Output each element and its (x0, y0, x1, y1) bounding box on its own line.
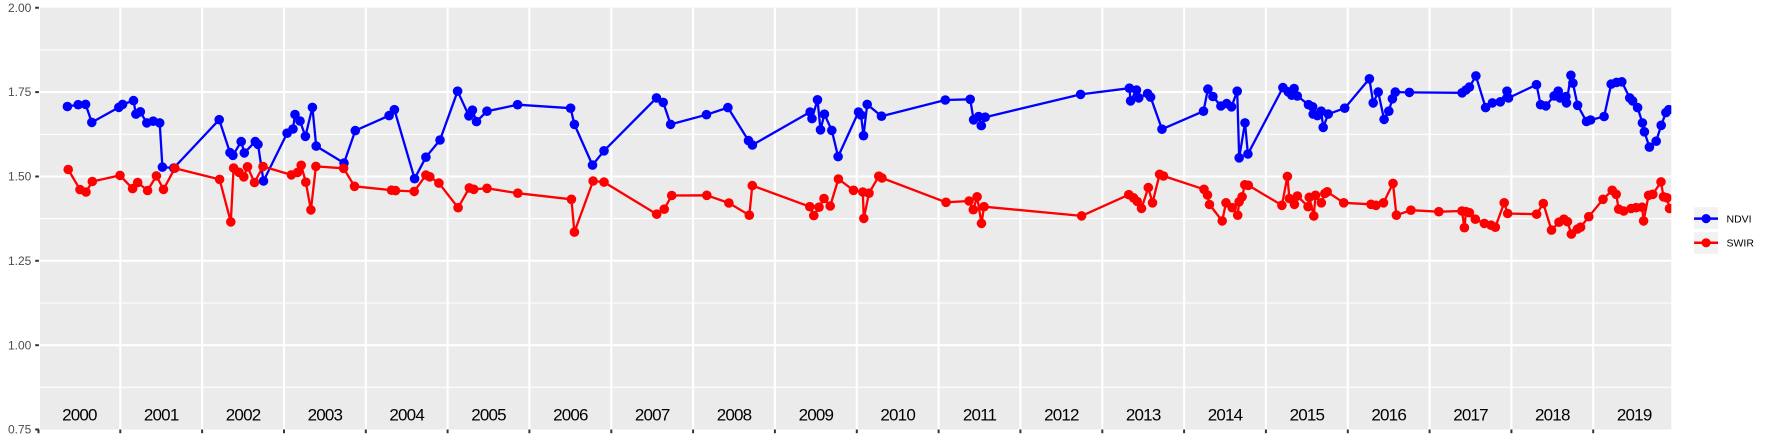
svg-text:2019: 2019 (1617, 405, 1652, 424)
svg-text:2.00: 2.00 (8, 1, 32, 15)
svg-text:1.75: 1.75 (8, 85, 32, 99)
svg-text:2017: 2017 (1453, 405, 1488, 424)
svg-text:1.50: 1.50 (8, 170, 32, 184)
svg-text:2000: 2000 (62, 405, 97, 424)
svg-text:2010: 2010 (880, 405, 915, 424)
svg-text:1.00: 1.00 (8, 338, 32, 352)
svg-text:2009: 2009 (799, 405, 834, 424)
svg-text:2018: 2018 (1535, 405, 1570, 424)
svg-text:2011: 2011 (963, 405, 997, 424)
svg-text:2002: 2002 (226, 405, 261, 424)
svg-text:2012: 2012 (1044, 405, 1079, 424)
svg-text:2014: 2014 (1208, 405, 1243, 424)
svg-text:2005: 2005 (471, 405, 506, 424)
svg-text:2003: 2003 (308, 405, 343, 424)
svg-text:2008: 2008 (717, 405, 752, 424)
svg-text:2013: 2013 (1126, 405, 1161, 424)
svg-text:2004: 2004 (389, 405, 424, 424)
svg-text:1.25: 1.25 (8, 254, 32, 268)
svg-text:0.75: 0.75 (8, 423, 32, 437)
svg-text:SWIR: SWIR (1727, 238, 1755, 250)
svg-text:NDVI: NDVI (1727, 213, 1752, 225)
svg-text:2001: 2001 (144, 405, 179, 424)
svg-text:2016: 2016 (1371, 405, 1406, 424)
svg-text:2015: 2015 (1290, 405, 1325, 424)
svg-text:2007: 2007 (635, 405, 670, 424)
svg-text:2006: 2006 (553, 405, 588, 424)
